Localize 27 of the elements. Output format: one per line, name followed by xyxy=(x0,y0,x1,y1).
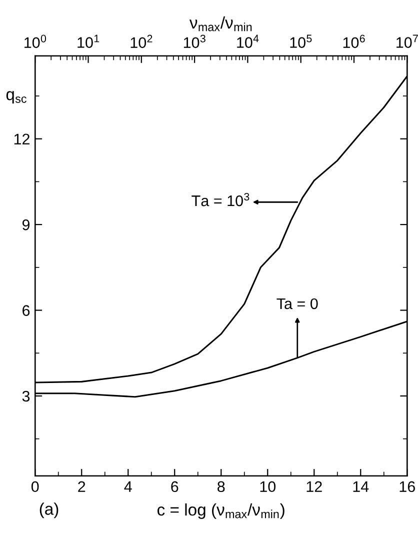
x2-tick-label: 10$^{6}$ xyxy=(343,34,365,48)
x-tick-label: 4 xyxy=(124,481,132,492)
x2-tick-label: 10$^{4}$ xyxy=(237,34,259,48)
x-tick-label: 16 xyxy=(400,481,415,492)
text: (a) xyxy=(40,502,58,518)
x-tick-label: 8 xyxy=(218,481,225,492)
y-tick-label: 9 xyxy=(22,219,30,230)
x2-tick-label: 10$^{3}$ xyxy=(184,34,206,48)
x-tick-label: 2 xyxy=(78,481,86,492)
x-tick-label: 0 xyxy=(31,481,39,492)
x2-tick-label: 10$^{2}$ xyxy=(130,34,152,48)
x-axis-title: c = log (ν$_{max}$/ν$_{min}$) xyxy=(157,503,284,519)
x2-tick-label: 10$^{5}$ xyxy=(290,34,312,48)
annotation: Ta = 0 xyxy=(276,298,318,310)
x2-tick-label: 10$^{0}$ xyxy=(24,34,46,48)
x2-tick-label: 10$^{7}$ xyxy=(396,34,418,48)
y-axis-title: q$_{sc}$ xyxy=(6,91,26,104)
y-tick-label: 12 xyxy=(14,134,30,144)
x-tick-label: 12 xyxy=(306,481,322,492)
x-tick-label: 10 xyxy=(260,481,276,492)
x2-tick-label: 10$^{1}$ xyxy=(78,34,100,48)
y-tick-label: 3 xyxy=(22,390,30,402)
annotation: Ta = 10$^{3}$ xyxy=(192,192,250,206)
x-tick-label: 14 xyxy=(353,481,369,492)
x-tick-label: 6 xyxy=(171,481,178,492)
y-tick-label: 6 xyxy=(22,305,30,316)
x2-axis-title: ν$_{max}$/ν$_{min}$ xyxy=(189,16,252,32)
